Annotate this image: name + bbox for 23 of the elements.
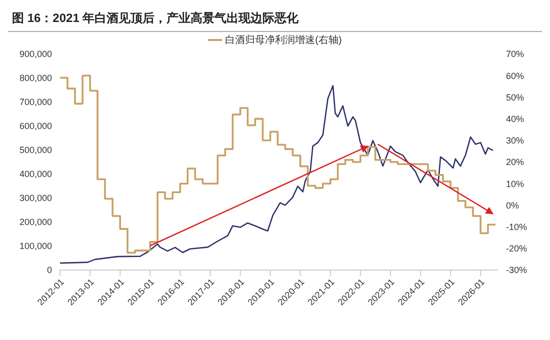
y2-tick-label: 20% — [506, 157, 524, 168]
y-tick-label: 400,000 — [19, 169, 52, 180]
y2-tick-label: 70% — [506, 49, 524, 60]
y2-tick-label: 10% — [506, 178, 524, 189]
y2-tick-label: -20% — [506, 244, 528, 254]
y-tick-label: 800,000 — [19, 73, 52, 84]
y-tick-label: 500,000 — [19, 145, 52, 156]
y-tick-label: 200,000 — [19, 217, 52, 228]
y-tick-label: 600,000 — [19, 121, 52, 132]
y2-tick-label: 60% — [506, 70, 524, 81]
y2-tick-label: -10% — [506, 222, 528, 232]
y2-tick-label: 30% — [506, 136, 524, 146]
y2-tick-label: -30% — [506, 265, 528, 276]
chart-title: 图 16：2021 年白酒见顶后，产业高景气出现边际恶化 — [8, 8, 542, 32]
legend-label: 白酒归母净利润增速(右轴) — [224, 34, 342, 47]
y-tick-label: 0 — [46, 265, 52, 276]
y2-tick-label: 50% — [506, 92, 524, 102]
y-tick-label: 300,000 — [19, 193, 52, 204]
y2-tick-label: 0% — [506, 200, 520, 210]
y-tick-label: 100,000 — [19, 241, 52, 252]
y-tick-label: 900,000 — [19, 49, 52, 60]
y-tick-label: 700,000 — [19, 97, 52, 108]
y2-tick-label: 40% — [506, 114, 524, 124]
